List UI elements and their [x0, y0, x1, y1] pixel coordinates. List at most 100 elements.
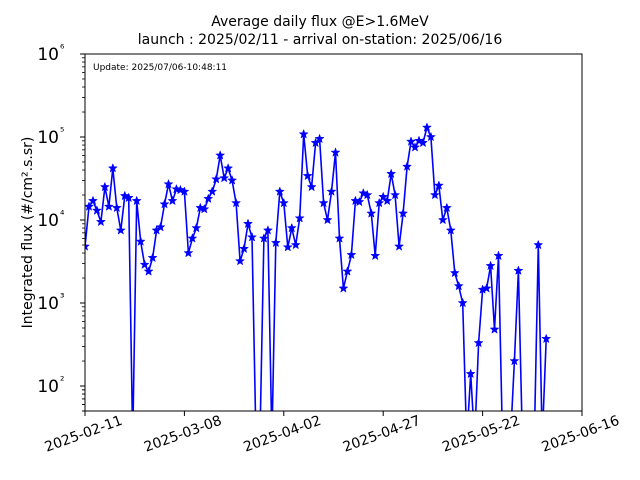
plot-frame [84, 53, 583, 412]
y-tick-label: 10 [37, 377, 59, 397]
data-point [409, 142, 421, 152]
x-tick-label: 2025-04-02 [241, 413, 323, 456]
data-point [473, 337, 484, 348]
y-tick-label: 10 [37, 294, 59, 314]
data-point [278, 197, 289, 208]
data-point [326, 186, 337, 196]
data-point [242, 218, 254, 229]
data-point [239, 243, 250, 254]
data-point [493, 250, 504, 261]
data-point [489, 324, 500, 334]
data-point [533, 239, 544, 250]
data-point [286, 222, 297, 233]
data-point [235, 255, 246, 266]
data-point [183, 247, 194, 258]
data-point [85, 201, 95, 211]
data-point [298, 128, 309, 139]
data-point [421, 122, 432, 132]
data-point [429, 189, 441, 200]
data-point [107, 163, 118, 173]
data-point [91, 205, 102, 215]
data-point [413, 135, 425, 146]
data-point [115, 225, 126, 235]
data-point [306, 181, 317, 192]
y-tick-label: 10 [37, 211, 59, 231]
data-point [123, 192, 134, 203]
data-point [457, 297, 468, 308]
data-point [509, 355, 520, 366]
series-line [85, 126, 547, 411]
data-point [374, 197, 385, 208]
data-point [143, 266, 154, 276]
x-tick-label: 2025-06-16 [540, 413, 622, 456]
data-point [445, 225, 456, 235]
data-point [330, 147, 341, 157]
data-point [513, 265, 524, 275]
data-point [406, 136, 417, 146]
data-point [334, 233, 345, 243]
data-point [398, 208, 409, 218]
data-point [290, 239, 301, 250]
data-point [433, 180, 444, 190]
x-tick-label: 2025-04-27 [341, 413, 423, 456]
data-point [417, 137, 428, 148]
data-point [465, 368, 476, 379]
data-point [402, 161, 413, 171]
data-point [227, 175, 238, 185]
data-point [386, 168, 397, 179]
data-point [231, 197, 242, 208]
data-point [203, 193, 214, 204]
y-tick-label-exponent: ⁶ [60, 42, 65, 55]
data-point [199, 203, 210, 214]
data-point [481, 283, 492, 293]
data-point [103, 201, 114, 211]
data-point [207, 186, 218, 196]
data-point [362, 189, 373, 200]
x-tick-label: 2025-05-22 [440, 413, 522, 456]
data-point [163, 178, 174, 189]
data-point [449, 267, 460, 278]
data-point [318, 197, 329, 208]
y-axis-label: Integrated flux (#/cm².s.sr) [20, 137, 36, 329]
data-point [111, 202, 122, 213]
y-tick-label: 10 [37, 128, 59, 148]
data-point [147, 252, 158, 263]
data-point [99, 181, 110, 192]
data-point [139, 259, 150, 269]
data-point [187, 233, 198, 243]
data-point [179, 186, 190, 196]
data-point [346, 249, 357, 260]
data-point [223, 163, 234, 173]
chart-title: Average daily flux @E>1.6MeV [211, 14, 429, 30]
data-point [246, 231, 258, 242]
data-point [390, 189, 401, 200]
data-point [274, 186, 285, 196]
data-point [167, 195, 178, 206]
data-point [95, 216, 106, 227]
data-point [155, 221, 166, 232]
data-point [282, 241, 293, 252]
data-point [338, 283, 349, 293]
data-point [382, 195, 393, 206]
data-point [394, 241, 405, 251]
data-point [302, 170, 313, 181]
data-point [453, 280, 464, 291]
data-point [159, 198, 170, 209]
y-tick-label-exponent: ⁴ [60, 208, 65, 221]
x-tick-label: 2025-02-11 [43, 413, 125, 456]
data-point [485, 260, 496, 271]
y-tick-label-exponent: ⁵ [60, 125, 64, 138]
data-point [211, 173, 222, 184]
data-point [219, 172, 230, 183]
data-point [314, 133, 325, 144]
data-point [322, 214, 333, 225]
x-tick-label: 2025-03-08 [142, 413, 224, 456]
data-point [366, 208, 377, 218]
data-point [87, 195, 98, 206]
y-tick-label-exponent: ³ [60, 291, 64, 304]
y-tick-label-exponent: ² [60, 374, 64, 387]
data-point [354, 196, 365, 207]
data-point [131, 195, 142, 206]
data-point [541, 333, 552, 344]
